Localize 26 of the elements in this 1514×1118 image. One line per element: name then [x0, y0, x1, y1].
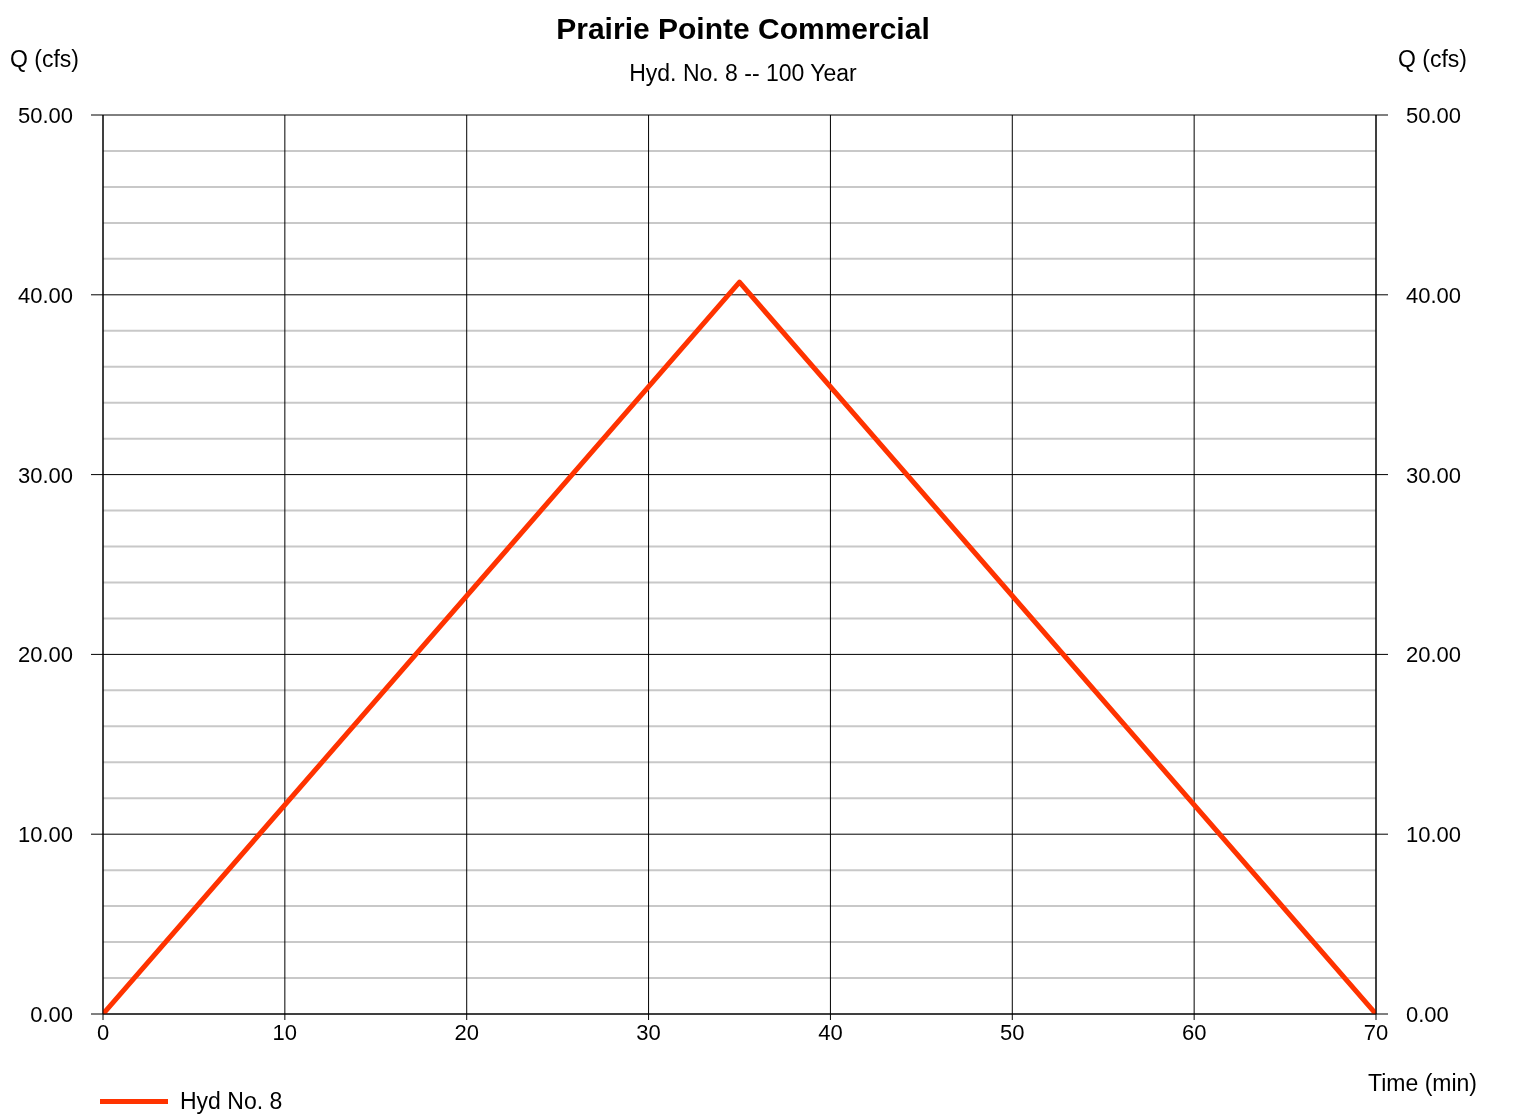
y2-tick-label: 0.00 [1406, 1002, 1449, 1027]
chart-subtitle: Hyd. No. 8 -- 100 Year [629, 60, 857, 86]
y2-tick-label: 30.00 [1406, 462, 1462, 488]
y2-tick-label: 20.00 [1406, 642, 1462, 668]
x-tick-label: 0 [96, 1020, 110, 1045]
x-tick-label: 10 [272, 1020, 298, 1045]
y-tick-label: 30.00 [17, 462, 73, 488]
y-axis-title: Q (cfs) [10, 46, 79, 73]
y2-tick-label: 50.00 [1406, 103, 1462, 128]
y2-tick-label: 40.00 [1406, 282, 1462, 308]
legend-label: Hyd No. 8 [180, 1088, 283, 1115]
x-tick-label: 20 [454, 1020, 479, 1045]
y-tick-label: 20.00 [17, 642, 73, 668]
y-tick-label: 40.00 [17, 282, 73, 308]
x-tick-label: 50 [1000, 1020, 1025, 1045]
y2-tick-label: 10.00 [1406, 822, 1462, 848]
x-tick-label: 40 [818, 1020, 843, 1045]
x-axis-title: Time (min) [1368, 1070, 1478, 1097]
chart-title: Prairie Pointe Commercial [555, 12, 931, 46]
y2-axis-title: Q (cfs) [1398, 46, 1467, 73]
x-tick-label: 60 [1181, 1020, 1207, 1045]
y-tick-label: 50.00 [17, 103, 73, 128]
x-tick-label: 30 [636, 1020, 661, 1045]
x-tick-label: 70 [1363, 1020, 1389, 1045]
y-tick-label: 10.00 [17, 822, 73, 848]
y-tick-label: 0.00 [30, 1002, 73, 1027]
